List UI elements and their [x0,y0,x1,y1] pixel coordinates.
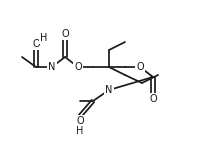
Text: O: O [32,39,40,49]
Text: N: N [48,62,56,72]
Text: O: O [61,29,69,39]
Text: O: O [74,62,82,72]
Text: O: O [136,62,144,72]
Text: H: H [76,126,84,136]
Text: N: N [105,85,113,95]
Text: O: O [76,116,84,126]
Text: O: O [149,94,157,104]
Text: H: H [40,33,48,43]
